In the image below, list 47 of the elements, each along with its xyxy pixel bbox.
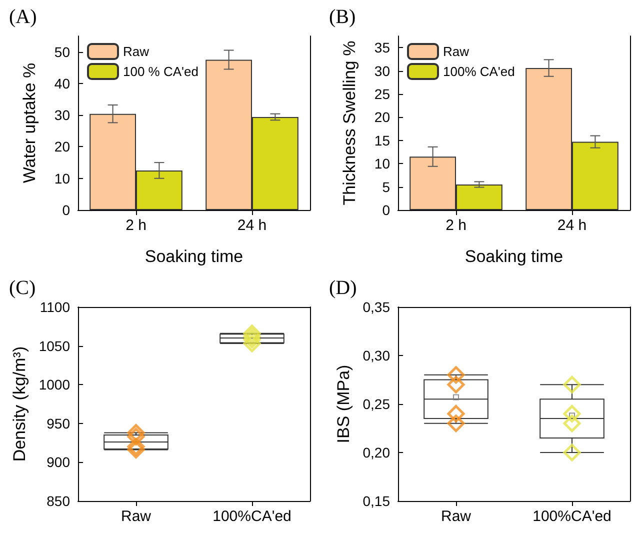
y-tick-label: 35 (374, 40, 390, 56)
legend-label: Raw (443, 44, 470, 59)
y-axis-title: Water uptake % (20, 62, 39, 184)
y-tick-label: 5 (382, 178, 390, 195)
x-tick-label: 2 h (446, 217, 466, 234)
chart-title: (C) (9, 277, 36, 299)
y-axis-title: Thickness Swelling % (340, 40, 359, 206)
y-tick-label: 20 (54, 138, 70, 155)
y-tick-label: 1100 (40, 299, 70, 315)
x-tick-label: 24 h (237, 217, 267, 234)
y-tick-label: 15 (374, 132, 390, 148)
x-tick-label: 100%CA'ed (532, 508, 612, 525)
y-tick-label: 0,25 (362, 396, 390, 412)
y-axis-title: IBS (MPa) (334, 364, 353, 444)
x-tick-label: 2 h (126, 217, 146, 234)
y-tick-label: 850 (46, 493, 70, 509)
y-tick-label: 25 (374, 86, 390, 102)
chart-title: (B) (329, 6, 356, 28)
y-tick-label: 20 (374, 109, 390, 126)
y-tick-label: 0,35 (362, 299, 390, 315)
y-tick-label: 10 (54, 170, 70, 186)
legend-label: 100 % CA'ed (123, 64, 198, 79)
x-tick-label: Raw (120, 508, 152, 525)
y-tick-label: 30 (374, 62, 390, 79)
y-tick-label: 950 (46, 415, 70, 432)
x-tick-label: 100%CA'ed (212, 508, 292, 525)
y-tick-label: 1000 (38, 376, 70, 393)
y-tick-label: 40 (54, 75, 70, 92)
x-tick-label: Raw (440, 508, 472, 525)
x-axis-title: Soaking time (464, 247, 564, 266)
y-tick-label: 0,30 (362, 348, 390, 364)
legend-label: Raw (123, 44, 150, 59)
y-tick-label: 10 (374, 156, 390, 172)
y-tick-label: 900 (46, 454, 70, 470)
y-tick-label: 0 (382, 202, 390, 218)
y-tick-label: 30 (54, 107, 70, 124)
y-tick-label: 0,20 (362, 444, 390, 460)
y-tick-label: 50 (54, 44, 70, 60)
legend-label: 100% CA'ed (443, 64, 515, 79)
chart-title: (A) (9, 6, 37, 28)
x-axis-title: Soaking time (144, 247, 244, 266)
y-axis-title: Density (kg/m³) (10, 346, 29, 462)
x-tick-label: 24 h (557, 217, 587, 234)
y-tick-label: 1050 (38, 338, 70, 354)
chart-title: (D) (329, 277, 357, 299)
y-tick-label: 0 (62, 202, 70, 218)
y-tick-label: 0,15 (362, 493, 390, 509)
